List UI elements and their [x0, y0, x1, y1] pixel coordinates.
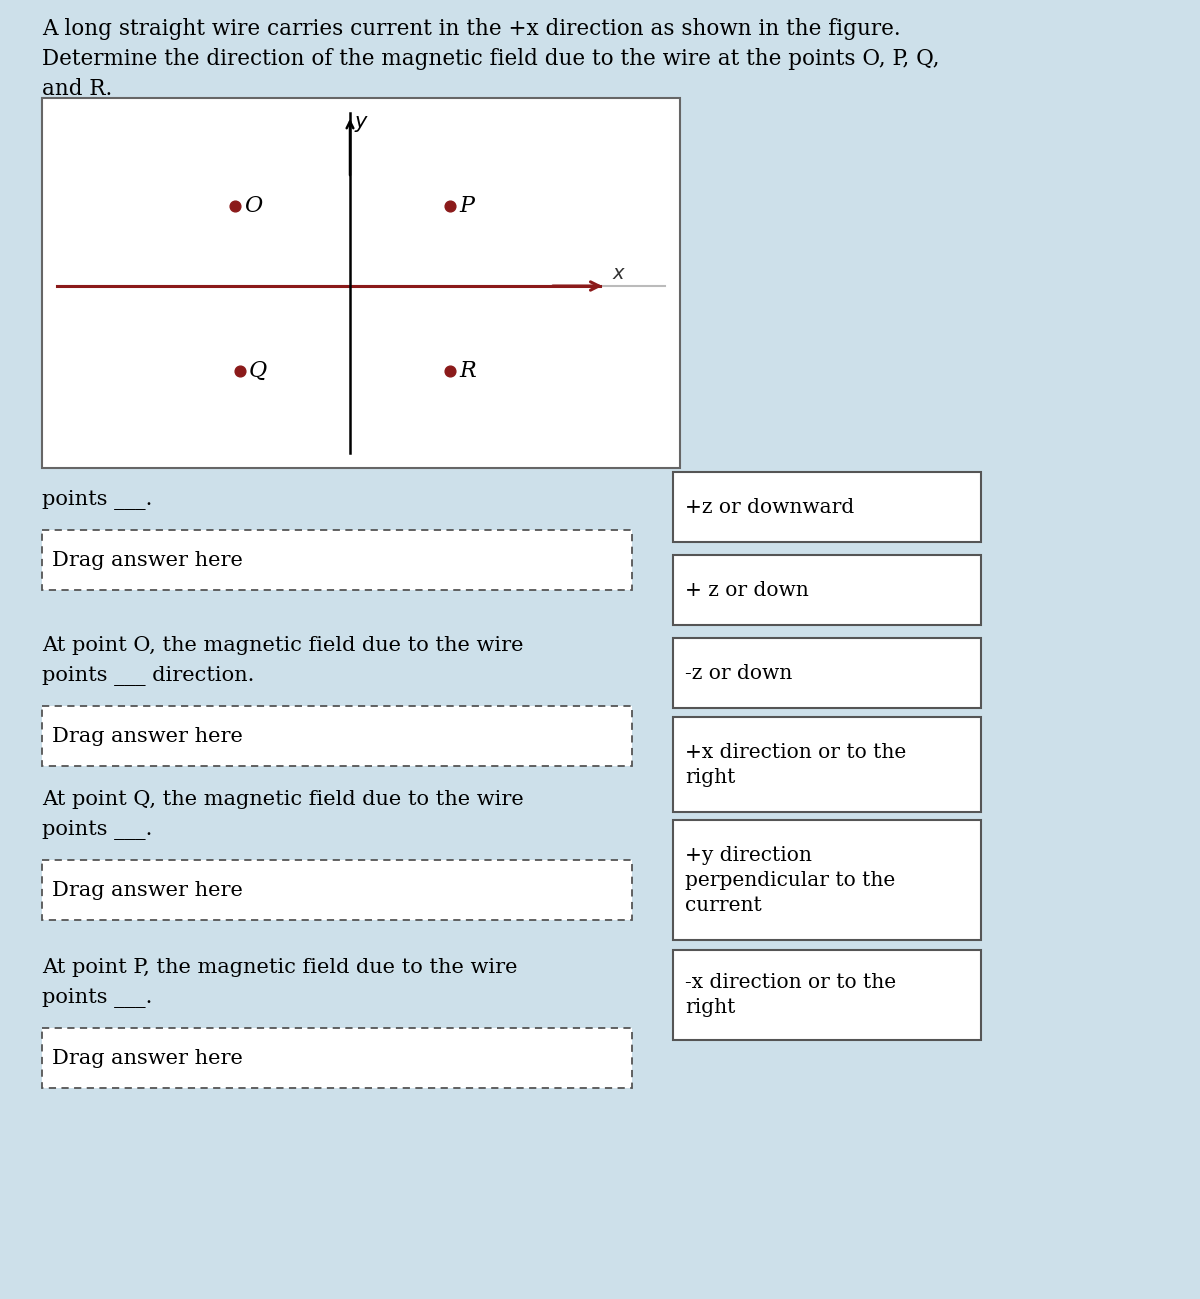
Bar: [673, 950, 982, 1040]
Text: -x direction or to the
right: -x direction or to the right: [685, 973, 896, 1017]
Point: [230, 361, 250, 382]
Point: [440, 361, 460, 382]
Text: Determine the direction of the magnetic field due to the wire at the points O, P: Determine the direction of the magnetic …: [42, 48, 940, 70]
Text: -z or down: -z or down: [685, 664, 792, 682]
Text: A long straight wire carries current in the +x direction as shown in the figure.: A long straight wire carries current in …: [42, 18, 901, 40]
Text: Q: Q: [250, 360, 268, 382]
Text: R: R: [458, 360, 475, 382]
Text: points ___.: points ___.: [42, 490, 152, 511]
Text: + z or down: + z or down: [685, 581, 809, 600]
Text: +x direction or to the
right: +x direction or to the right: [685, 743, 906, 786]
Text: +y direction
perpendicular to the
current: +y direction perpendicular to the curren…: [685, 846, 895, 914]
Text: At point O, the magnetic field due to the wire: At point O, the magnetic field due to th…: [42, 637, 523, 655]
Bar: [673, 555, 982, 625]
Text: y: y: [355, 112, 367, 132]
Text: P: P: [458, 195, 474, 217]
Text: points ___.: points ___.: [42, 989, 152, 1008]
Bar: [673, 638, 982, 708]
Bar: [42, 860, 632, 920]
Point: [440, 196, 460, 217]
Text: At point Q, the magnetic field due to the wire: At point Q, the magnetic field due to th…: [42, 790, 523, 809]
Bar: [673, 472, 982, 542]
Bar: [42, 705, 632, 766]
Bar: [668, 470, 998, 1299]
Text: x: x: [612, 264, 624, 283]
Text: and R.: and R.: [42, 78, 113, 100]
Text: +z or downward: +z or downward: [685, 498, 854, 517]
Bar: [42, 1028, 632, 1089]
Bar: [42, 530, 632, 590]
Point: [226, 196, 245, 217]
Text: points ___.: points ___.: [42, 820, 152, 840]
Text: Drag answer here: Drag answer here: [52, 1048, 242, 1068]
Bar: [42, 97, 680, 468]
Bar: [673, 820, 982, 940]
Text: Drag answer here: Drag answer here: [52, 726, 242, 746]
Text: points ___ direction.: points ___ direction.: [42, 666, 254, 686]
Text: Drag answer here: Drag answer here: [52, 881, 242, 899]
Text: At point P, the magnetic field due to the wire: At point P, the magnetic field due to th…: [42, 957, 517, 977]
Text: Drag answer here: Drag answer here: [52, 551, 242, 569]
Text: O: O: [244, 195, 263, 217]
Bar: [673, 717, 982, 812]
